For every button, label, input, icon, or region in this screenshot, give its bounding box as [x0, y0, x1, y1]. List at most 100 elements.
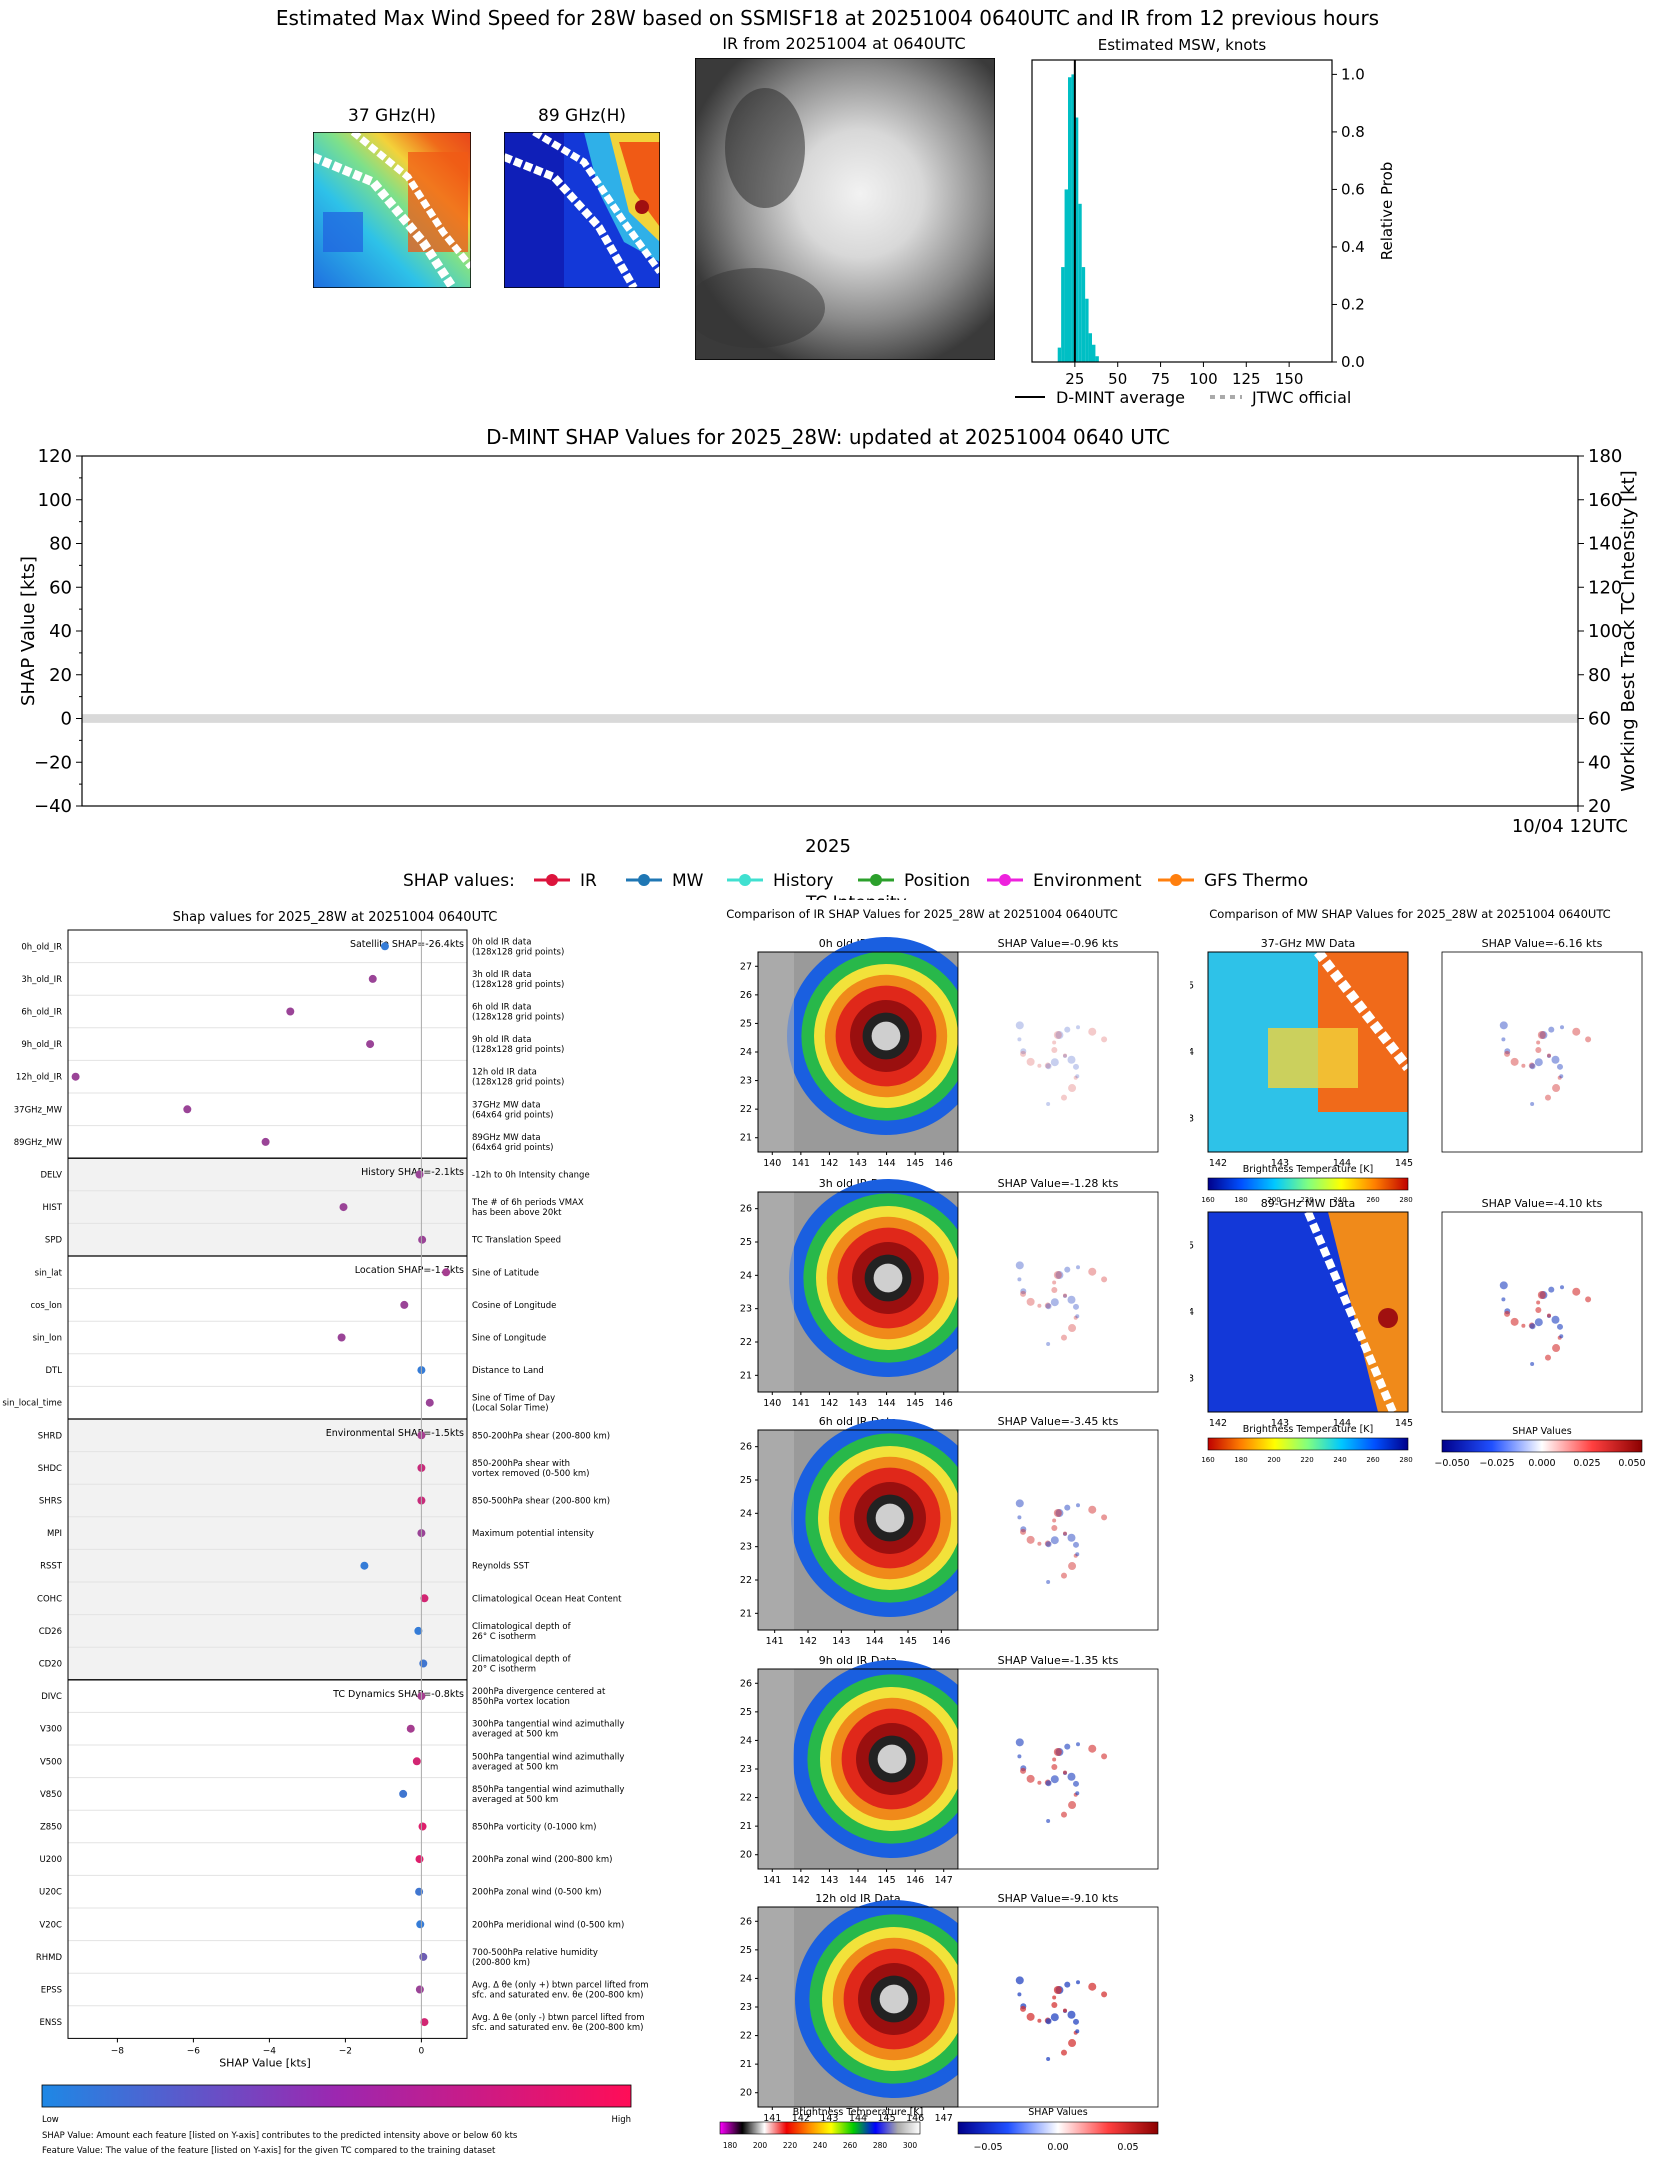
shap-blob [1044, 1540, 1051, 1547]
shap-blob [1017, 1037, 1022, 1042]
histogram-bar [1095, 356, 1099, 362]
shap-blob [1062, 1293, 1067, 1298]
shap-blob [1037, 1303, 1042, 1308]
shap-blob [1521, 1063, 1526, 1068]
shap-blob [1015, 1261, 1024, 1270]
legend-label-mw: MW [672, 871, 704, 891]
ir-ytick-label: 23 [740, 1764, 752, 1775]
shap-xtick-label: −6 [187, 2046, 201, 2056]
shap-feature-chart: Shap values for 2025_28W at 20251004 064… [2, 910, 648, 2156]
shap-feature-name: RSST [40, 1562, 63, 1572]
ir-ytick-label: 26 [740, 1916, 752, 1927]
shap-blob [1088, 1744, 1097, 1753]
ir-xtick-label: 144 [878, 1398, 896, 1409]
shap-image-frame [957, 1906, 1159, 2108]
timeseries-ytick-label: 100 [38, 490, 72, 511]
shap-blob [1068, 1801, 1077, 1810]
shap-feature-description: The # of 6h periods VMAX [471, 1198, 584, 1208]
shap-blob [1504, 1050, 1511, 1057]
shap-feature-description: Climatological depth of [472, 1655, 572, 1665]
mw-shap-image [1441, 951, 1643, 1153]
timeseries-ytick-label: 20 [49, 665, 72, 686]
shap-blob [1073, 1063, 1080, 1070]
legend-marker-history [739, 874, 751, 886]
shap-feature-description: (128x128 grid points) [472, 1013, 564, 1023]
ir-xtick-label: 145 [878, 1875, 896, 1886]
ir-xtick-label: 145 [899, 1636, 917, 1647]
shap-blob [1020, 1290, 1027, 1297]
shap-blob [1530, 1361, 1535, 1366]
shap-feature-name: SPD [45, 1236, 63, 1246]
mw37-swath-gap [1314, 948, 1412, 1072]
shap-xtick-label: −4 [263, 2046, 277, 2056]
shap-point-12h_old_IR [71, 1072, 80, 1081]
shap-blob [1560, 1285, 1565, 1290]
shap-blob [1020, 2005, 1027, 2012]
ir-shap-colorbar-tick: −0.05 [973, 2142, 1002, 2153]
shap-feature-description: Sine of Latitude [472, 1268, 539, 1278]
shap-point-U200 [415, 1855, 424, 1864]
mw-shap-colorbar-tick: 0.025 [1573, 1458, 1600, 1469]
ir-xtick-label: 142 [799, 1636, 817, 1647]
shap-blob [1557, 1075, 1562, 1080]
shap-blob [1064, 1026, 1071, 1033]
shap-blob [1063, 1532, 1067, 1536]
legend-label-tc-intensity: TC Intensity [805, 893, 907, 900]
mw-xtick-label: 144 [1333, 1418, 1351, 1429]
ir-ytick-label: 27 [740, 961, 752, 972]
ir-ytick-label: 23 [740, 1304, 752, 1315]
shap-blob [1076, 1742, 1081, 1747]
shap-blob [1055, 1509, 1064, 1518]
mw-xtick-label: 144 [1333, 1158, 1351, 1169]
ir-shap-image [957, 1906, 1159, 2108]
shap-image-frame [957, 1429, 1159, 1631]
ir-shap-image [957, 1429, 1159, 1631]
shap-point-EPSS [415, 1985, 424, 1994]
shap-blob [1073, 1315, 1078, 1320]
ir-xtick-label: 146 [906, 2113, 924, 2124]
shap-blob [1051, 2002, 1058, 2009]
colorbar [1207, 1177, 1409, 1191]
ir-ytick-label: 22 [740, 1575, 752, 1586]
shap-blob [1053, 1748, 1062, 1757]
mw-ytick-label: 25 [1190, 980, 1194, 991]
shap-feature-description: 850-200hPa shear with [472, 1459, 570, 1469]
shap-blob [1501, 1037, 1506, 1042]
ir-ytick-label: 21 [740, 1821, 752, 1832]
mw-frame [1207, 1211, 1409, 1413]
shap-blob [1535, 1047, 1542, 1054]
shap-blob [1073, 1780, 1080, 1787]
mw-xtick-label: 142 [1209, 1418, 1227, 1429]
shap-point-SPD [418, 1235, 427, 1244]
mw-shap-colorbar-tick: −0.050 [1434, 1458, 1469, 1469]
shap-blob [1075, 1552, 1080, 1557]
timeseries-ylabel: SHAP Value [kts] [18, 556, 39, 706]
shap-blob [1063, 1294, 1067, 1298]
shap-feature-description: has been above 20kt [472, 1208, 562, 1218]
ir-data-image [757, 937, 985, 1153]
ir-xtick-label: 142 [820, 1158, 838, 1169]
shap-panel-title: Shap values for 2025_28W at 20251004 064… [173, 910, 498, 925]
shap-blob [1101, 1514, 1108, 1521]
shap-feature-name: SHRS [39, 1497, 62, 1507]
shap-feature-name: 12h_old_IR [16, 1073, 62, 1083]
shap-blob [1017, 1515, 1022, 1520]
shap-blob [1037, 1063, 1042, 1068]
legend-label-ir: IR [580, 871, 597, 891]
shap-blob [1052, 1280, 1057, 1285]
shap-feature-description: 9h old IR data [472, 1035, 531, 1045]
shap-blob [1062, 1531, 1067, 1536]
ir-label: IR from 20251004 at 0640UTC [722, 34, 966, 53]
shap-feature-description: 200hPa meridional wind (0-500 km) [472, 1920, 624, 1930]
colorbar [957, 2121, 1159, 2135]
shap-blob [1499, 1021, 1508, 1030]
shap-point-3h_old_IR [368, 974, 377, 983]
shap-xtick-label: −8 [111, 2046, 125, 2056]
shap-blob [1552, 1344, 1561, 1353]
shap-blob [1068, 1562, 1077, 1571]
shap-blob [1529, 1063, 1536, 1070]
shap-blob [1536, 1040, 1541, 1045]
shap-point-HIST [339, 1203, 348, 1212]
timeseries-ytick-label: 40 [49, 621, 72, 642]
ir-colorbar-tick: 260 [843, 2141, 858, 2150]
